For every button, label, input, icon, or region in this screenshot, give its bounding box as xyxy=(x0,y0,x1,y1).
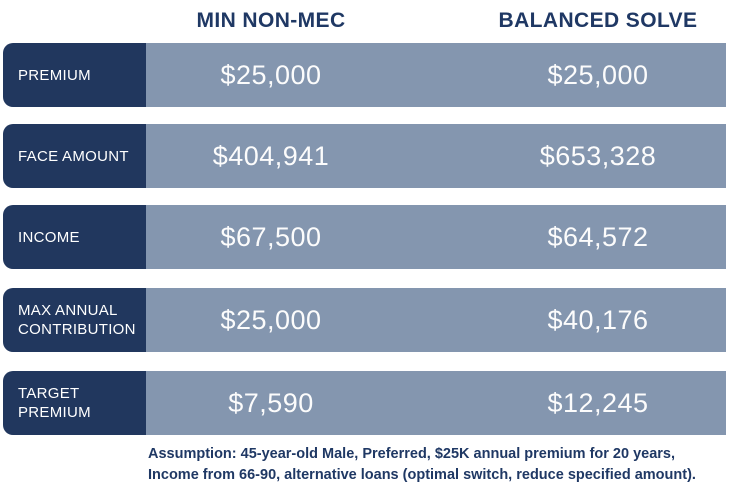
column-header-balanced-solve: BALANCED SOLVE xyxy=(498,9,698,32)
table-row-income: INCOME $67,500 $64,572 xyxy=(3,205,726,269)
value-cell: $12,245 xyxy=(547,387,649,418)
row-values-band: $67,500 $64,572 xyxy=(146,205,726,269)
value-cell: $25,000 xyxy=(220,304,322,335)
row-label: MAX ANNUAL CONTRIBUTION xyxy=(3,288,146,352)
row-label: TARGET PREMIUM xyxy=(3,371,146,435)
row-label: INCOME xyxy=(3,205,146,269)
table-row-face-amount: FACE AMOUNT $404,941 $653,328 xyxy=(3,124,726,188)
row-values-band: $25,000 $25,000 xyxy=(146,43,726,107)
value-cell: $64,572 xyxy=(547,221,649,252)
column-headers: MIN NON-MEC BALANCED SOLVE xyxy=(146,6,726,36)
value-cell: $404,941 xyxy=(212,140,330,171)
value-cell: $25,000 xyxy=(547,59,649,90)
row-values-band: $404,941 $653,328 xyxy=(146,124,726,188)
row-values-band: $7,590 $12,245 xyxy=(146,371,726,435)
row-values-band: $25,000 $40,176 xyxy=(146,288,726,352)
value-cell: $653,328 xyxy=(539,140,657,171)
assumption-footnote-prefix: Assumption: xyxy=(148,446,237,462)
value-cell: $40,176 xyxy=(547,304,649,335)
value-cell: $67,500 xyxy=(220,221,322,252)
value-cell: $25,000 xyxy=(220,59,322,90)
assumption-footnote-body: 45-year-old Male, Preferred, $25K annual… xyxy=(148,446,696,483)
column-header-min-non-mec: MIN NON-MEC xyxy=(196,9,346,32)
row-label: PREMIUM xyxy=(3,43,146,107)
table-row-premium: PREMIUM $25,000 $25,000 xyxy=(3,43,726,107)
table-row-max-annual-contribution: MAX ANNUAL CONTRIBUTION $25,000 $40,176 xyxy=(3,288,726,352)
assumption-footnote: Assumption: 45-year-old Male, Preferred,… xyxy=(148,444,738,485)
row-label: FACE AMOUNT xyxy=(3,124,146,188)
value-cell: $7,590 xyxy=(228,387,314,418)
table-row-target-premium: TARGET PREMIUM $7,590 $12,245 xyxy=(3,371,726,435)
